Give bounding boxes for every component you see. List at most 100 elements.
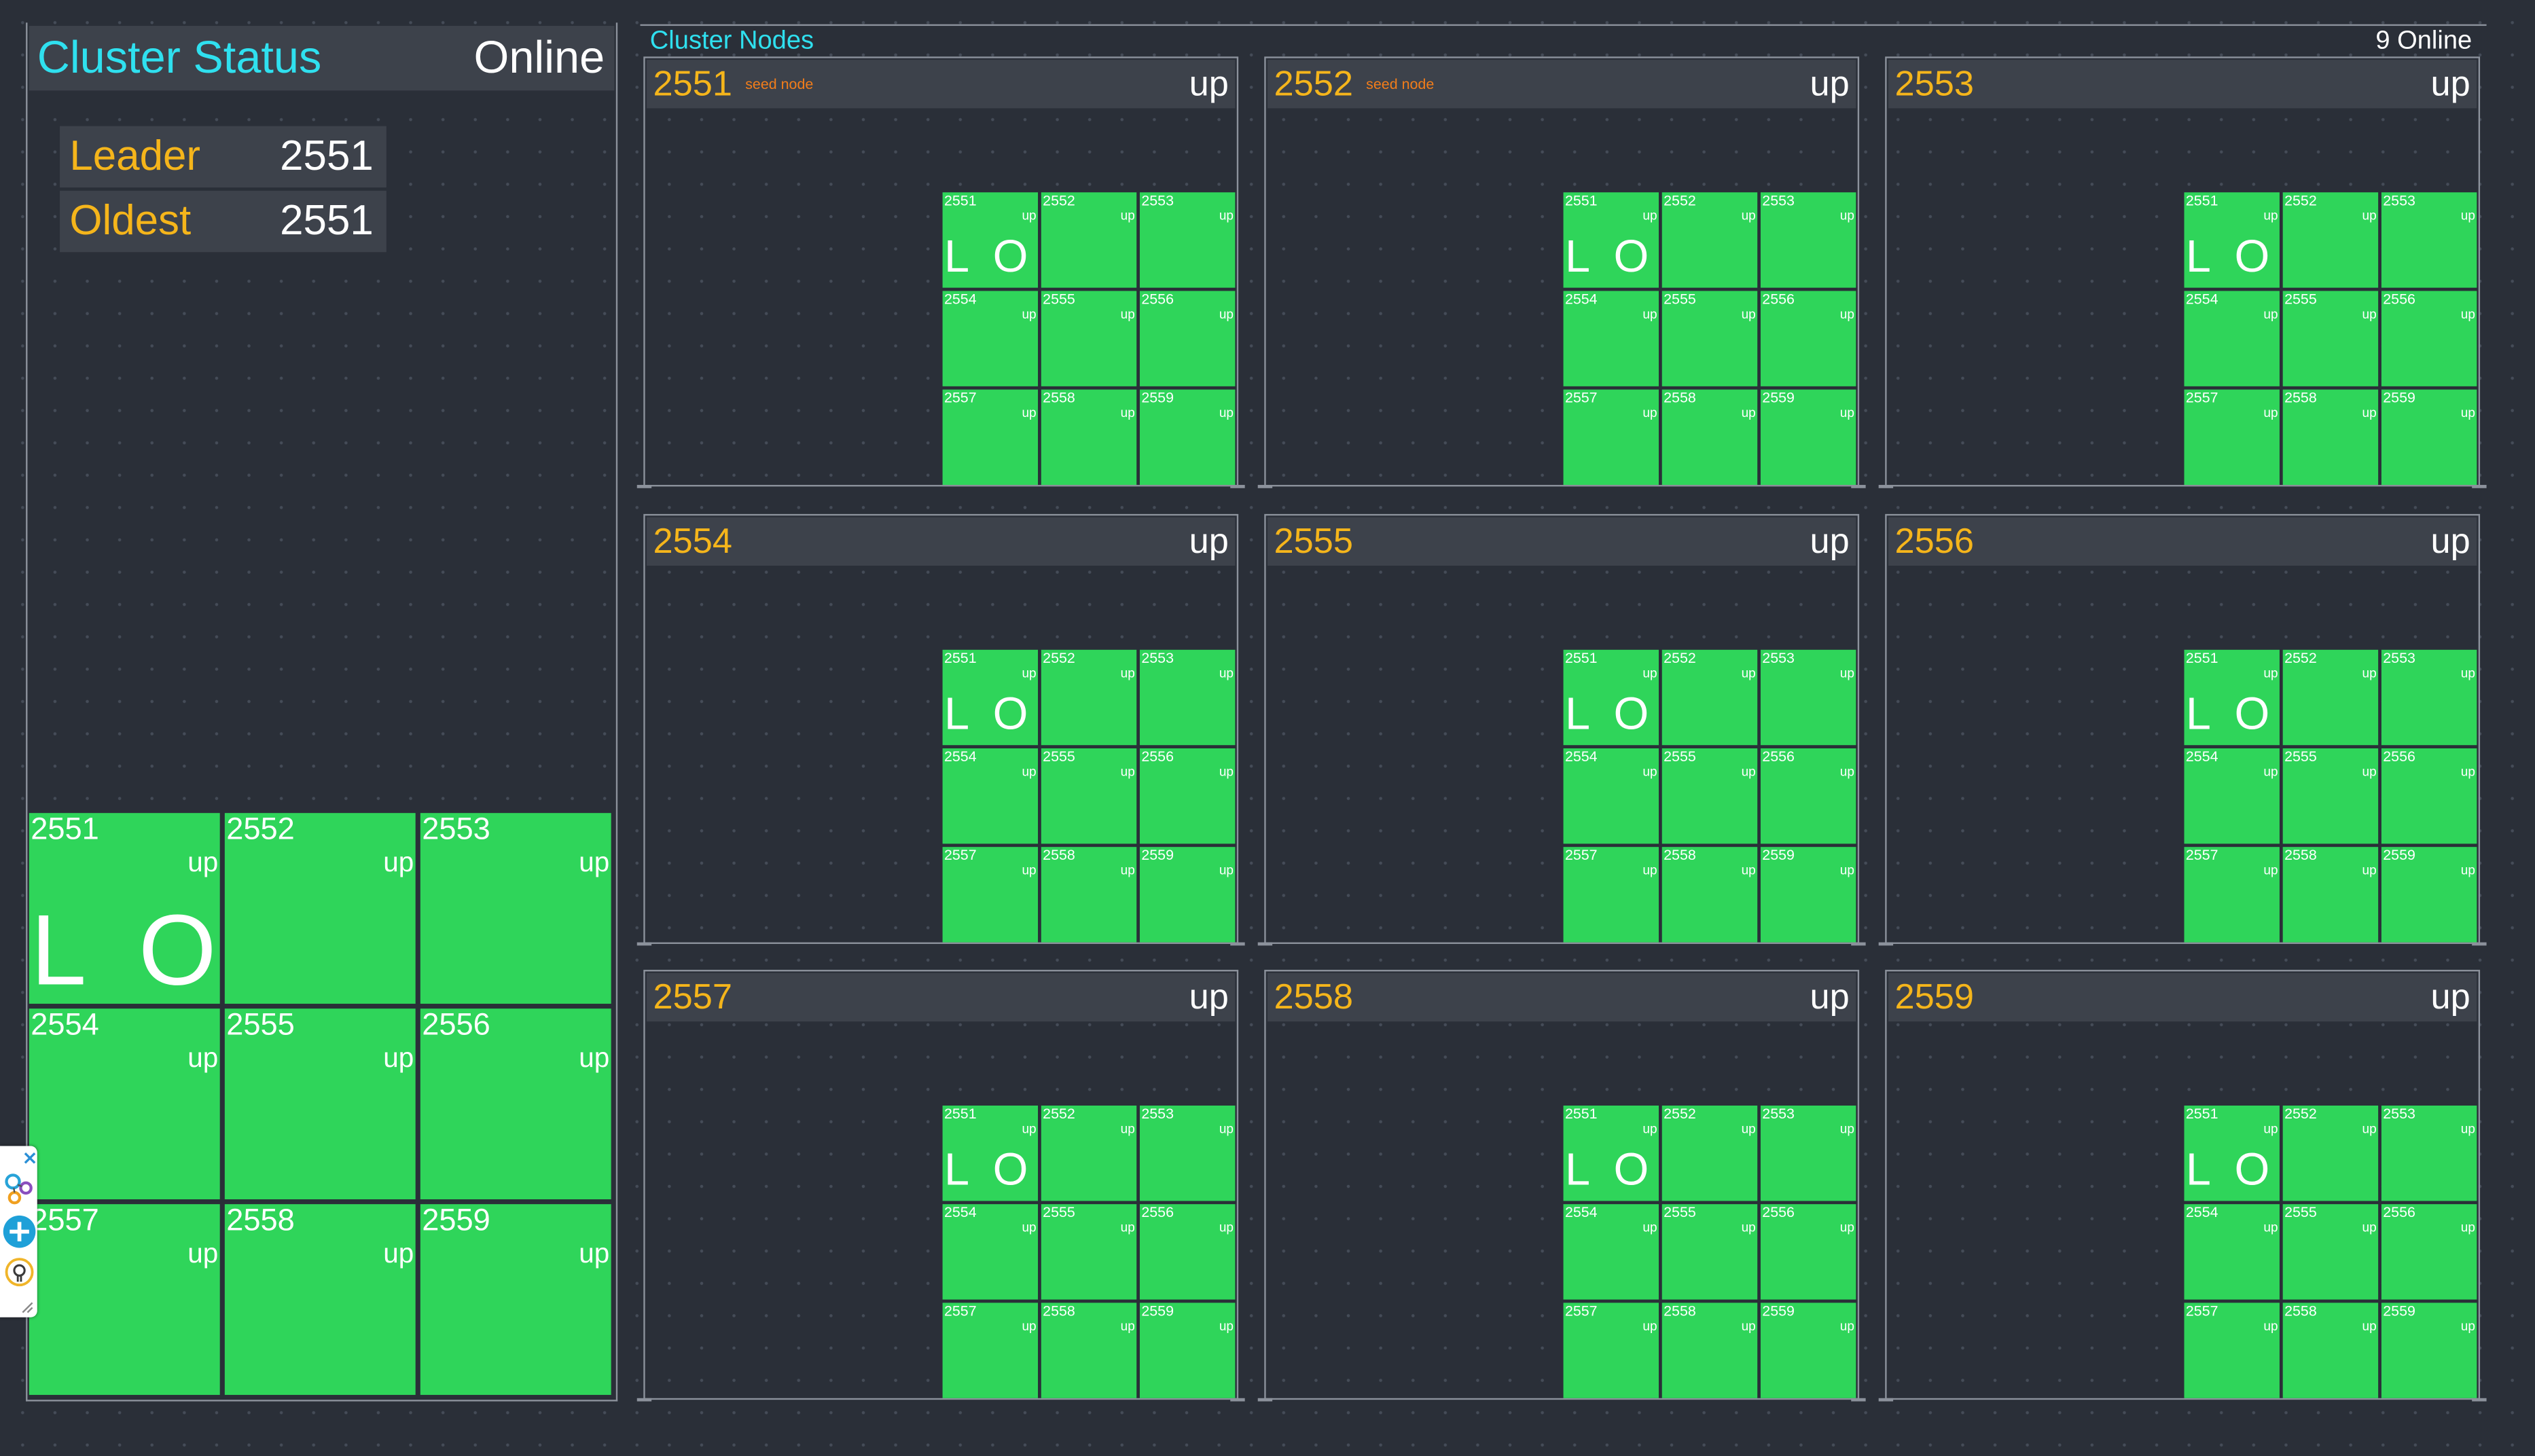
member-tile[interactable]: 2559 up — [1139, 847, 1236, 943]
resize-icon[interactable] — [0, 1294, 37, 1317]
member-tile[interactable]: 2559 up — [1760, 389, 1856, 486]
member-tile[interactable]: 2552 up — [1661, 649, 1758, 746]
member-tile[interactable]: 2552 up — [2282, 649, 2379, 746]
member-tile[interactable]: 2553 up — [1139, 1105, 1236, 1201]
member-tile[interactable]: 2558 up — [1661, 847, 1758, 943]
member-tile[interactable]: 2554 up — [29, 1008, 220, 1200]
member-tile[interactable]: 2556 up — [420, 1008, 611, 1200]
member-tile[interactable]: 2556 up — [1139, 291, 1236, 386]
member-tile[interactable]: 2556 up — [1139, 748, 1236, 844]
frame-tick — [636, 485, 652, 488]
member-tile[interactable]: 2558 up — [2282, 1303, 2379, 1398]
member-tile[interactable]: 2555 up — [2282, 1204, 2379, 1300]
member-tile[interactable]: 2555 up — [2282, 748, 2379, 844]
member-tile[interactable]: 2551 up L O — [1563, 192, 1659, 288]
member-tile[interactable]: 2554 up — [1563, 291, 1659, 386]
member-tile[interactable]: 2556 up — [1760, 291, 1856, 386]
node-member-grid: 2551 up L O 2552 up 2553 up 2554 up 2555 up 2556 up 2… — [2184, 649, 2477, 943]
bulb-icon[interactable] — [0, 1253, 37, 1295]
member-tile[interactable]: 2556 up — [1139, 1204, 1236, 1300]
member-tile[interactable]: 2559 up — [1760, 1303, 1856, 1398]
member-tile[interactable]: 2557 up — [942, 847, 1039, 943]
member-tile[interactable]: 2557 up — [1563, 389, 1659, 486]
member-tile[interactable]: 2551 up L O — [1563, 1105, 1659, 1201]
member-tile[interactable]: 2551 up L O — [2184, 649, 2280, 746]
member-tile[interactable]: 2554 up — [942, 291, 1039, 386]
member-tile[interactable]: 2558 up — [2282, 847, 2379, 943]
member-tile[interactable]: 2558 up — [1041, 389, 1137, 486]
member-tile[interactable]: 2556 up — [1760, 748, 1856, 844]
member-tile[interactable]: 2555 up — [1661, 291, 1758, 386]
member-tile[interactable]: 2551 up L O — [942, 649, 1039, 746]
member-tile[interactable]: 2555 up — [1041, 748, 1137, 844]
member-tile[interactable]: 2551 up L O — [942, 1105, 1039, 1201]
member-tile[interactable]: 2555 up — [1041, 291, 1137, 386]
member-tile[interactable]: 2552 up — [1661, 192, 1758, 288]
member-tile[interactable]: 2551 up L O — [1563, 649, 1659, 746]
member-tile[interactable]: 2559 up — [1139, 389, 1236, 486]
member-tile[interactable]: 2552 up — [2282, 192, 2379, 288]
member-tile[interactable]: 2554 up — [1563, 1204, 1659, 1300]
member-tile[interactable]: 2553 up — [1139, 649, 1236, 746]
member-tile[interactable]: 2555 up — [1041, 1204, 1137, 1300]
close-icon[interactable] — [0, 1146, 37, 1168]
member-tile[interactable]: 2558 up — [224, 1204, 416, 1396]
member-tile[interactable]: 2557 up — [942, 389, 1039, 486]
member-tile[interactable]: 2557 up — [29, 1204, 220, 1396]
member-tile[interactable]: 2554 up — [2184, 1204, 2280, 1300]
member-tile[interactable]: 2557 up — [2184, 1303, 2280, 1398]
node-state: up — [1189, 62, 1229, 104]
member-tile[interactable]: 2558 up — [1041, 847, 1137, 943]
member-tile[interactable]: 2554 up — [942, 748, 1039, 844]
member-tile[interactable]: 2558 up — [2282, 389, 2379, 486]
member-tile[interactable]: 2557 up — [2184, 389, 2280, 486]
member-tile[interactable]: 2554 up — [1563, 748, 1659, 844]
member-tile[interactable]: 2551 up L O — [29, 813, 220, 1004]
member-tile[interactable]: 2557 up — [942, 1303, 1039, 1398]
member-tile[interactable]: 2558 up — [1041, 1303, 1137, 1398]
member-port: 2559 — [1141, 1303, 1174, 1320]
member-tile[interactable]: 2552 up — [2282, 1105, 2379, 1201]
plus-icon[interactable] — [0, 1211, 37, 1253]
member-tile[interactable]: 2552 up — [1041, 649, 1137, 746]
member-tile[interactable]: 2554 up — [942, 1204, 1039, 1300]
member-tile[interactable]: 2559 up — [2381, 847, 2477, 943]
member-tile[interactable]: 2556 up — [2381, 291, 2477, 386]
member-tile[interactable]: 2559 up — [420, 1204, 611, 1396]
member-tile[interactable]: 2559 up — [1760, 847, 1856, 943]
member-tile[interactable]: 2552 up — [1041, 1105, 1137, 1201]
member-tile[interactable]: 2559 up — [2381, 389, 2477, 486]
member-tile[interactable]: 2553 up — [2381, 192, 2477, 288]
member-tile[interactable]: 2553 up — [1139, 192, 1236, 288]
member-tile[interactable]: 2552 up — [224, 813, 416, 1004]
member-tile[interactable]: 2556 up — [1760, 1204, 1856, 1300]
member-tile[interactable]: 2553 up — [2381, 1105, 2477, 1201]
member-tile[interactable]: 2553 up — [420, 813, 611, 1004]
member-tile[interactable]: 2557 up — [1563, 1303, 1659, 1398]
member-tile[interactable]: 2553 up — [2381, 649, 2477, 746]
member-tile[interactable]: 2557 up — [2184, 847, 2280, 943]
member-tile[interactable]: 2555 up — [1661, 748, 1758, 844]
member-tile[interactable]: 2558 up — [1661, 389, 1758, 486]
member-tile[interactable]: 2551 up L O — [2184, 1105, 2280, 1201]
member-tile[interactable]: 2556 up — [2381, 1204, 2477, 1300]
member-tile[interactable]: 2555 up — [1661, 1204, 1758, 1300]
member-state: up — [1120, 1220, 1135, 1235]
member-tile[interactable]: 2558 up — [1661, 1303, 1758, 1398]
member-tile[interactable]: 2553 up — [1760, 1105, 1856, 1201]
member-tile[interactable]: 2554 up — [2184, 748, 2280, 844]
member-tile[interactable]: 2551 up L O — [2184, 192, 2280, 288]
member-tile[interactable]: 2555 up — [224, 1008, 416, 1200]
member-tile[interactable]: 2559 up — [1139, 1303, 1236, 1398]
member-tile[interactable]: 2556 up — [2381, 748, 2477, 844]
member-tile[interactable]: 2555 up — [2282, 291, 2379, 386]
member-tile[interactable]: 2557 up — [1563, 847, 1659, 943]
graph-icon[interactable] — [0, 1169, 37, 1211]
member-tile[interactable]: 2551 up L O — [942, 192, 1039, 288]
member-tile[interactable]: 2554 up — [2184, 291, 2280, 386]
member-tile[interactable]: 2552 up — [1661, 1105, 1758, 1201]
member-tile[interactable]: 2559 up — [2381, 1303, 2477, 1398]
member-tile[interactable]: 2553 up — [1760, 192, 1856, 288]
member-tile[interactable]: 2552 up — [1041, 192, 1137, 288]
member-tile[interactable]: 2553 up — [1760, 649, 1856, 746]
